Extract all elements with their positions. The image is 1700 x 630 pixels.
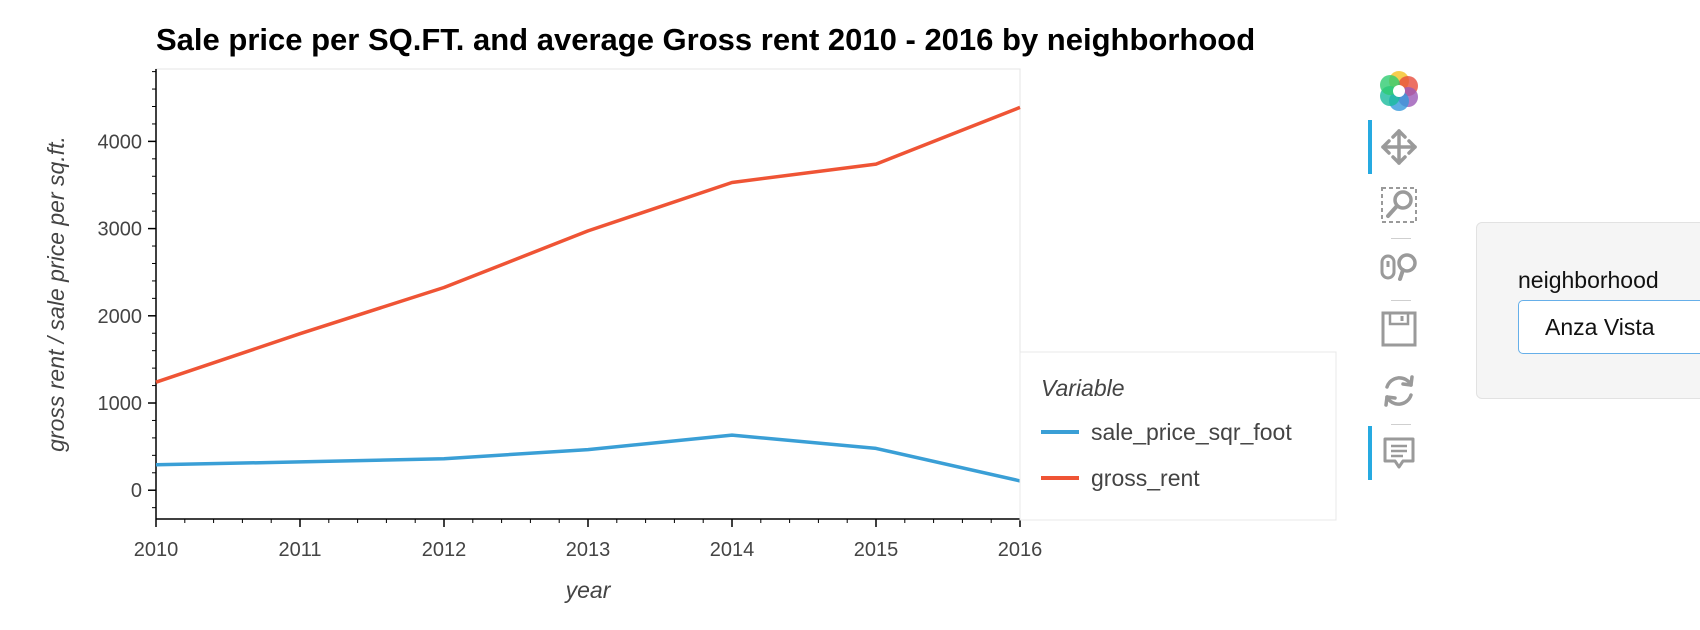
wheel-zoom-icon[interactable] <box>1372 240 1426 294</box>
hover-icon[interactable] <box>1368 426 1426 480</box>
toolbar <box>1364 60 1434 500</box>
neighborhood-label: neighborhood <box>1518 267 1659 293</box>
x-tick-label: 2012 <box>422 539 467 561</box>
y-tick-label: 4000 <box>98 131 143 153</box>
reset-icon[interactable] <box>1372 364 1426 418</box>
series-line-gross_rent <box>155 105 1021 384</box>
bokeh-logo-icon[interactable] <box>1372 64 1426 118</box>
x-tick-label: 2016 <box>998 539 1043 561</box>
y-tick-label: 2000 <box>98 306 143 328</box>
x-tick-label: 2011 <box>278 539 321 561</box>
x-tick-label: 2014 <box>710 539 755 561</box>
toolbar-separator <box>1391 424 1411 425</box>
y-tick-label: 3000 <box>98 219 143 241</box>
axes: 0 1000 2000 3000 4000 2010 2011 2012 2013 2014 201… <box>98 69 1043 561</box>
legend-box <box>1019 351 1337 521</box>
legend: Variable sale_price_sqr_foot gross_rent <box>1019 351 1337 521</box>
chart-title: Sale price per SQ.FT. and average Gross … <box>156 22 1255 57</box>
y-tick-label: 0 <box>131 480 142 502</box>
legend-title: Variable <box>1041 375 1125 401</box>
x-tick-label: 2010 <box>134 539 179 561</box>
chart: Sale price per SQ.FT. and average Gross … <box>43 22 1337 603</box>
legend-label: sale_price_sqr_foot <box>1091 419 1292 445</box>
y-axis-label: gross rent / sale price per sq.ft. <box>43 136 69 452</box>
legend-label: gross_rent <box>1091 465 1200 491</box>
widget-panel: neighborhood Anza Vista <box>1476 222 1700 399</box>
y-tick-label: 1000 <box>98 393 143 415</box>
x-tick-label: 2015 <box>854 539 899 561</box>
neighborhood-selected-value: Anza Vista <box>1545 313 1655 340</box>
plot-area[interactable] <box>155 68 1021 520</box>
x-axis-label: year <box>564 577 612 603</box>
neighborhood-select[interactable]: Anza Vista <box>1518 300 1700 354</box>
toolbar-separator <box>1391 300 1411 301</box>
pan-icon[interactable] <box>1368 120 1426 174</box>
box-zoom-icon[interactable] <box>1372 178 1426 232</box>
x-tick-label: 2013 <box>566 539 611 561</box>
series-layer <box>155 105 1021 483</box>
series-line-sale_price_sqr_foot <box>155 433 1021 483</box>
toolbar-separator <box>1391 238 1411 239</box>
save-icon[interactable] <box>1372 302 1426 356</box>
